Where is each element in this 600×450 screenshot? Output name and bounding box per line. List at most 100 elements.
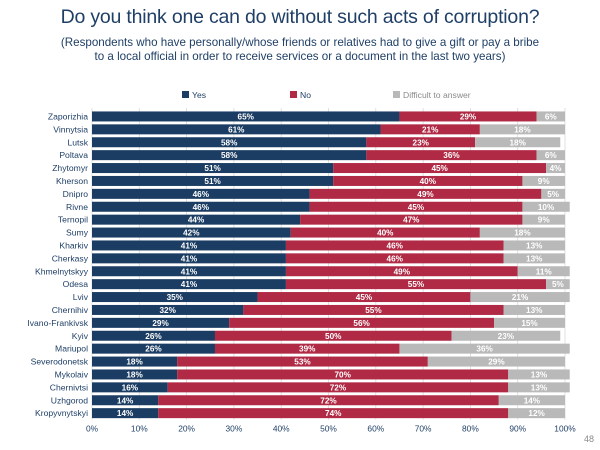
bar-segment-difficult-to-answer [479,124,565,135]
bar-segment-difficult-to-answer [546,279,570,290]
bar-segment-difficult-to-answer [508,369,570,380]
data-label: 46% [387,241,404,250]
bar-segment-difficult-to-answer [470,292,570,303]
bar-segment-no [158,408,509,419]
bar-segment-no [309,188,542,199]
bar-segment-no [285,266,518,277]
bar-segment-no [399,111,537,122]
category-label: Odesa [63,279,89,289]
bar-segment-difficult-to-answer [522,201,570,212]
bar-row: 26% 39% 36% [92,343,570,354]
data-label: 40% [377,229,394,238]
category-label: Lutsk [67,137,88,147]
bar-segment-yes [92,227,291,238]
data-label: 6% [545,151,558,160]
bar-segment-yes [92,150,367,161]
bar-row: 14% 74% 12% [92,408,565,419]
bar-segment-no [285,240,504,251]
data-label: 14% [524,396,541,405]
bar-row: 18% 53% 29% [92,356,565,367]
category-label: Mykolaiv [55,369,89,379]
x-tick-label: 30% [226,424,243,434]
bar-row: 51% 45% 4% [92,163,565,174]
data-label: 29% [488,358,505,367]
bar-row: 29% 56% 15% [92,317,565,328]
bar-segment-difficult-to-answer [546,163,565,174]
data-label: 41% [181,280,198,289]
data-label: 50% [325,332,342,341]
subtitle: (Respondents who have personally/whose f… [30,36,570,64]
bar-segment-difficult-to-answer [522,175,565,186]
data-label: 23% [413,138,430,147]
category-label: Kherson [56,176,88,186]
category-label: Kharkiv [59,240,88,250]
bar-segment-yes [92,369,178,380]
bar-segment-difficult-to-answer [541,188,565,199]
bar-segment-no [229,317,495,328]
bar-segment-difficult-to-answer [498,395,565,406]
data-label: 9% [538,216,551,225]
data-label: 18% [126,358,143,367]
data-label: 46% [193,190,210,199]
data-label: 51% [204,164,221,173]
data-label: 46% [193,203,210,212]
data-label: 12% [528,409,545,418]
bar-segment-difficult-to-answer [494,317,565,328]
bar-segment-no [167,382,509,393]
data-label: 49% [417,190,434,199]
data-label: 18% [514,125,531,134]
data-label: 23% [498,332,515,341]
bar-segment-no [158,395,499,406]
x-tick-label: 70% [415,424,432,434]
x-tick-label: 50% [320,424,337,434]
data-label: 41% [181,267,198,276]
data-label: 45% [431,164,448,173]
legend-item: Yes [182,90,206,100]
category-labels: Zaporizhia Vinnytsia Lutsk Poltava Zhytomyr K… [27,111,88,418]
bar-segment-difficult-to-answer [479,227,565,238]
data-label: 55% [365,306,382,315]
data-label: 44% [188,216,205,225]
data-label: 26% [145,332,162,341]
page-number: 48 [583,434,594,444]
x-tick-label: 20% [178,424,195,434]
bar-segment-no [290,227,480,238]
category-label: Chernihiv [52,305,89,315]
data-label: 35% [167,293,184,302]
bar-row: 51% 40% 9% [92,175,565,186]
x-tick-label: 10% [131,424,148,434]
data-label: 6% [545,112,558,121]
bar-segment-yes [92,395,159,406]
data-label: 13% [526,241,543,250]
category-label: Vinnytsia [53,124,88,134]
bar-segment-yes [92,137,367,148]
data-label: 41% [181,241,198,250]
bar-segment-yes [92,175,334,186]
data-label: 11% [536,267,553,276]
bar-segment-difficult-to-answer [503,304,565,315]
bar-segment-difficult-to-answer [522,214,565,225]
data-label: 13% [531,383,548,392]
x-tick-label: 80% [462,424,479,434]
bar-segment-no [366,137,476,148]
bar-segment-difficult-to-answer [475,137,561,148]
category-label: Cherkasy [52,253,89,263]
category-label: Chernivtsi [50,382,88,392]
bar-segment-yes [92,266,286,277]
bar-segment-difficult-to-answer [508,408,565,419]
x-tick-label: 90% [509,424,526,434]
data-label: 13% [526,254,543,263]
bar-row: 65% 29% 6% [92,111,565,122]
bar-segment-yes [92,214,301,225]
data-label: 72% [330,383,347,392]
bar-segment-no [333,163,547,174]
data-label: 5% [552,280,565,289]
bar-segment-yes [92,240,286,251]
bars: 65% 29% 6% 61% 21% 18% 58% 23% 18% 58% 36% 6% 51% 45%… [92,111,570,419]
category-label: Dnipro [63,189,89,199]
bar-segment-yes [92,356,178,367]
bar-segment-yes [92,330,215,341]
bar-segment-yes [92,188,310,199]
category-label: Ternopil [58,215,88,225]
bar-segment-no [177,369,509,380]
